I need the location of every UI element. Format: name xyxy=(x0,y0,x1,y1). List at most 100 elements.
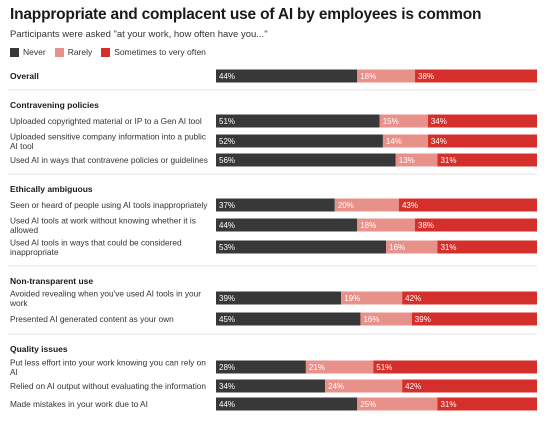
bar-segment-rarely xyxy=(305,360,374,374)
row-label: Used AI tools at work without knowing wh… xyxy=(10,215,196,225)
bar-segment-rarely xyxy=(382,134,428,148)
bar-segment-sometimes xyxy=(427,134,537,148)
bar-segment-never xyxy=(216,397,358,411)
row-label: Presented AI generated content as your o… xyxy=(10,314,174,324)
data-label-never: 39% xyxy=(219,294,235,303)
bar-segment-never xyxy=(216,218,358,232)
data-label-never: 37% xyxy=(219,201,235,210)
row-label: AI xyxy=(10,367,18,377)
group-label: Quality issues xyxy=(10,344,68,354)
data-label-rarely: 24% xyxy=(328,382,344,391)
data-label-never: 34% xyxy=(219,382,235,391)
row-label: Relied on AI output without evaluating t… xyxy=(10,381,206,391)
bar-segment-never xyxy=(216,379,326,393)
legend-label-never: Never xyxy=(23,47,46,57)
row-label: inappropriate xyxy=(10,247,59,257)
bar-segment-rarely xyxy=(325,379,403,393)
row-label: Put less effort into your work knowing y… xyxy=(10,357,206,367)
bar-segment-sometimes xyxy=(402,379,537,393)
data-label-rarely: 16% xyxy=(389,243,405,252)
bar-segment-sometimes xyxy=(415,218,537,232)
legend-label-sometimes: Sometimes to very often xyxy=(114,47,206,57)
row-label: AI tool xyxy=(10,141,34,151)
row-label: Used AI tools in ways that could be cons… xyxy=(10,237,182,247)
chart-title: Inappropriate and complacent use of AI b… xyxy=(10,6,482,23)
bar-segment-rarely xyxy=(379,114,428,128)
data-label-sometimes: 34% xyxy=(431,137,447,146)
bar-segment-never xyxy=(216,240,387,254)
bar-segment-rarely xyxy=(357,218,416,232)
data-label-sometimes: 39% xyxy=(415,315,431,324)
bar-segment-never xyxy=(216,134,383,148)
bar-segment-sometimes xyxy=(402,291,537,305)
data-label-rarely: 25% xyxy=(360,400,376,409)
data-label-sometimes: 38% xyxy=(418,221,434,230)
chart-subtitle: Participants were asked "at your work, h… xyxy=(10,29,268,40)
row-label: Uploaded copyrighted material or IP to a… xyxy=(10,116,202,126)
bar-segment-never xyxy=(216,69,358,83)
row-label: Seen or heard of people using AI tools i… xyxy=(10,200,208,210)
legend-label-rarely: Rarely xyxy=(67,47,93,57)
data-label-rarely: 15% xyxy=(383,117,399,126)
legend-swatch-sometimes xyxy=(101,47,111,57)
bar-segment-rarely xyxy=(386,240,438,254)
data-label-sometimes: 31% xyxy=(440,400,456,409)
data-label-never: 44% xyxy=(219,400,235,409)
bar-segment-sometimes xyxy=(398,198,537,212)
row-label: Uploaded sensitive company information i… xyxy=(10,131,206,141)
bar-segment-never xyxy=(216,360,306,374)
data-label-never: 44% xyxy=(219,72,235,81)
data-label-rarely: 13% xyxy=(399,156,415,165)
bar-segment-rarely xyxy=(334,198,399,212)
data-label-sometimes: 51% xyxy=(376,363,392,372)
row-label: Overall xyxy=(10,71,39,81)
group-label: Non-transparent use xyxy=(10,276,93,286)
bar-segment-sometimes xyxy=(373,360,537,374)
legend-swatch-never xyxy=(10,47,19,57)
data-label-sometimes: 31% xyxy=(440,156,456,165)
bar-segment-never xyxy=(216,153,396,167)
legend-item-sometimes: Sometimes to very often xyxy=(101,47,206,57)
row-label: allowed xyxy=(10,225,39,235)
data-label-never: 53% xyxy=(219,243,235,252)
data-label-never: 45% xyxy=(219,315,235,324)
legend-item-never: Never xyxy=(10,47,46,57)
data-label-rarely: 20% xyxy=(338,201,354,210)
bar-segment-rarely xyxy=(360,312,412,326)
data-label-sometimes: 31% xyxy=(440,243,456,252)
data-label-never: 28% xyxy=(219,363,235,372)
bar-segment-sometimes xyxy=(415,69,537,83)
data-label-never: 51% xyxy=(219,117,235,126)
data-label-never: 44% xyxy=(219,221,235,230)
group-label: Contravening policies xyxy=(10,100,99,110)
data-label-sometimes: 42% xyxy=(405,294,421,303)
bar-segment-sometimes xyxy=(427,114,537,128)
data-label-rarely: 19% xyxy=(344,294,360,303)
bar-segment-sometimes xyxy=(411,312,537,326)
row-label: work xyxy=(9,298,28,308)
data-label-rarely: 18% xyxy=(360,72,376,81)
data-label-rarely: 14% xyxy=(386,137,402,146)
bar-segment-rarely xyxy=(357,397,438,411)
bar-segment-rarely xyxy=(395,153,438,167)
row-label: Used AI in ways that contravene policies… xyxy=(10,155,208,165)
legend-swatch-rarely xyxy=(54,47,64,57)
data-label-sometimes: 42% xyxy=(405,382,421,391)
legend-item-rarely: Rarely xyxy=(54,47,93,57)
group-label: Ethically ambiguous xyxy=(10,184,93,194)
row-label: Made mistakes in your work due to AI xyxy=(10,399,148,409)
data-label-sometimes: 34% xyxy=(431,117,447,126)
data-label-rarely: 16% xyxy=(363,315,379,324)
data-label-never: 56% xyxy=(219,156,235,165)
bar-segment-rarely xyxy=(341,291,403,305)
data-label-rarely: 21% xyxy=(309,363,325,372)
bar-segment-never xyxy=(216,198,335,212)
data-label-never: 52% xyxy=(219,137,235,146)
bar-segment-never xyxy=(216,291,342,305)
legend: Never Rarely Sometimes to very often xyxy=(10,47,215,57)
row-label: Avoided revealing when you've used AI to… xyxy=(10,288,201,298)
data-label-sometimes: 43% xyxy=(402,201,418,210)
bar-segment-never xyxy=(216,312,361,326)
